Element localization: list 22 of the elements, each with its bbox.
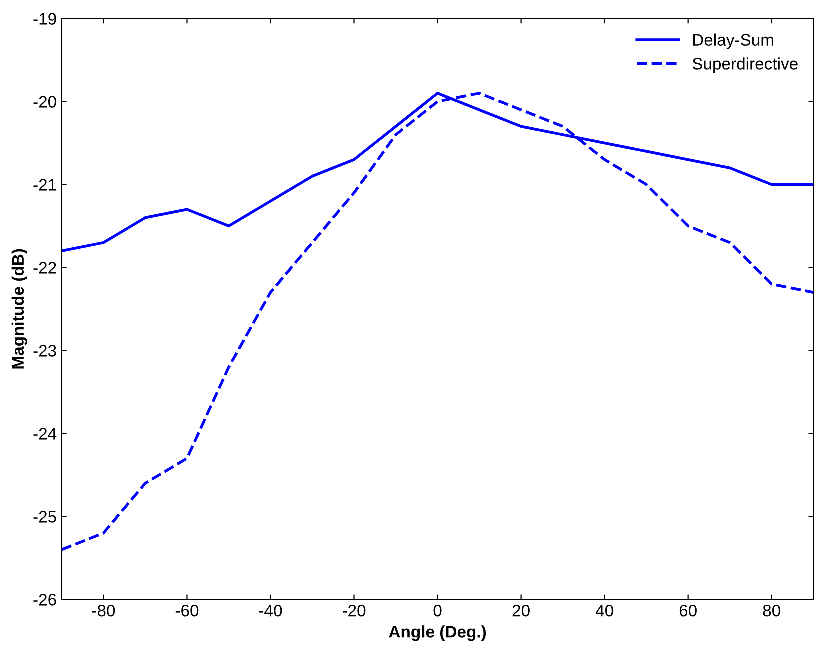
y-tick-label: -23 — [34, 345, 56, 357]
x-axis-title: Angle (Deg.) — [389, 626, 486, 642]
x-tick-label: -20 — [342, 604, 366, 617]
x-tick-label: 80 — [763, 604, 780, 617]
y-tick-label: -20 — [34, 96, 56, 108]
y-tick-label: -24 — [34, 428, 57, 440]
legend-label: Superdirective — [692, 58, 798, 74]
y-tick-label: -22 — [34, 262, 56, 274]
y-tick-label: -25 — [34, 511, 56, 523]
x-tick-label: -60 — [176, 604, 199, 617]
line-series — [62, 92, 814, 552]
x-tick-label: -80 — [92, 604, 116, 617]
x-tick-label: 0 — [434, 604, 442, 617]
y-tick-label: -26 — [34, 594, 56, 606]
y-tick-label: -19 — [34, 13, 56, 25]
y-axis-title: Magnitude (dB) — [12, 249, 28, 369]
legend-label: Delay-Sum — [693, 34, 774, 50]
x-tick-label: 20 — [512, 604, 530, 617]
x-tick-label: 40 — [596, 604, 614, 617]
x-tick-label: -40 — [259, 604, 282, 617]
y-tick-label: -21 — [34, 179, 56, 191]
x-tick-label: 60 — [680, 604, 697, 617]
